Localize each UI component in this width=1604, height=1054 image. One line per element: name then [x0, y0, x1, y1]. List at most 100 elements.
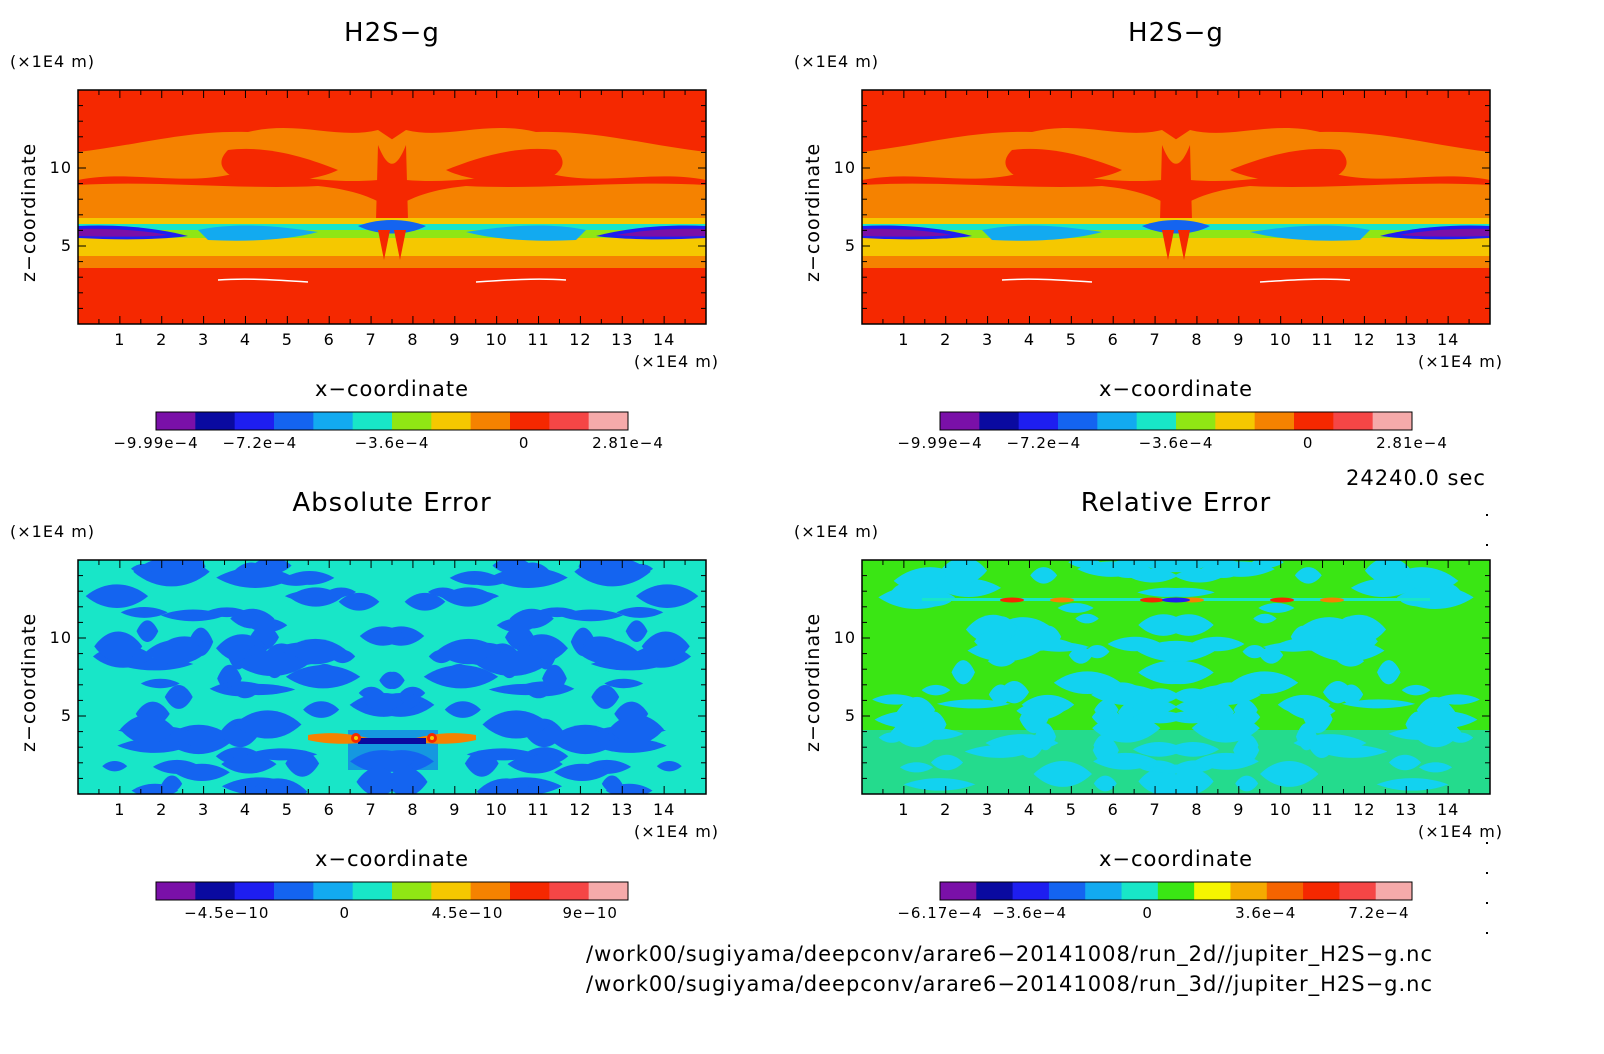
colorbar	[155, 411, 629, 431]
x-unit-label: (×1E4 m)	[1418, 352, 1504, 371]
colorbar-swatch	[234, 882, 275, 900]
x-tick-label: 14	[1436, 800, 1460, 819]
panel-title: H2S−g	[344, 18, 440, 48]
y-tick-label: 10	[833, 628, 856, 647]
colorbar-tick-label: −3.6e−4	[1138, 434, 1214, 452]
colorbar	[939, 411, 1413, 431]
y-unit-label: (×1E4 m)	[794, 52, 880, 71]
colorbar-swatch	[940, 882, 977, 900]
colorbar-swatch	[510, 412, 550, 430]
x-tick-label: 10	[1269, 800, 1292, 819]
colorbar-tick-label: −4.5e−10	[184, 904, 270, 922]
colorbar-swatch	[470, 412, 511, 430]
x-tick-label: 4	[1023, 330, 1036, 349]
colorbar-swatch	[1058, 412, 1098, 430]
x-tick-label: 2	[156, 330, 168, 349]
x-tick-label: 14	[652, 800, 676, 819]
panel-title: H2S−g	[1128, 18, 1224, 48]
x-tick-label: 4	[239, 330, 252, 349]
x-tick-label: 5	[281, 800, 293, 819]
x-tick-label: 3	[982, 330, 994, 349]
x-tick-label: 6	[323, 800, 335, 819]
colorbar-swatch	[940, 412, 980, 430]
colorbar-swatch	[1294, 412, 1334, 430]
x-tick-label: 7	[1149, 330, 1161, 349]
x-tick-label: 13	[1395, 800, 1418, 819]
colorbar-swatch	[431, 412, 472, 430]
x-tick-label: 6	[1107, 800, 1119, 819]
y-tick-label: 5	[60, 236, 72, 255]
x-tick-label: 4	[239, 800, 252, 819]
panel-title: Relative Error	[1080, 488, 1272, 518]
x-tick-label: 1	[898, 330, 910, 349]
x-tick-label: 7	[1149, 800, 1161, 819]
x-tick-label: 10	[485, 330, 508, 349]
x-tick-label: 6	[1107, 330, 1119, 349]
colorbar-swatch	[1266, 882, 1304, 900]
x-tick-label: 14	[1436, 330, 1460, 349]
file-path-2d: /work00/sugiyama/deepconv/arare6−2014100…	[586, 942, 1434, 966]
panel-title: Absolute Error	[292, 488, 492, 518]
x-axis-label: x−coordinate	[1098, 847, 1254, 871]
x-tick-label: 3	[198, 330, 210, 349]
colorbar-tick-label: −9.99e−4	[113, 434, 199, 452]
x-unit-label: (×1E4 m)	[634, 352, 720, 371]
x-tick-label: 8	[1191, 800, 1203, 819]
x-tick-label: 11	[1311, 800, 1334, 819]
colorbar-swatch	[352, 882, 393, 900]
colorbar-swatch	[1254, 412, 1295, 430]
colorbar-tick-label: 0	[518, 434, 530, 452]
colorbar-tick-label: 2.81e−4	[1376, 434, 1448, 452]
marker-dot	[1486, 932, 1488, 934]
x-tick-label: 12	[1353, 330, 1376, 349]
colorbar-swatch	[392, 412, 432, 430]
x-tick-label: 7	[365, 330, 377, 349]
colorbar-swatch	[1194, 882, 1231, 900]
colorbar-swatch	[392, 882, 432, 900]
x-tick-label: 11	[527, 330, 550, 349]
marker-dot	[1486, 842, 1488, 844]
x-tick-label: 11	[1311, 330, 1334, 349]
y-unit-label: (×1E4 m)	[10, 52, 96, 71]
colorbar-tick-label: 4.5e−10	[431, 904, 504, 922]
plot-panel: Relative Error (×1E4 m) (×1E4 m) x−coordina…	[784, 470, 1568, 940]
y-tick-label: 5	[60, 706, 72, 725]
colorbar-tick-label: 2.81e−4	[592, 434, 664, 452]
x-tick-label: 9	[449, 330, 461, 349]
x-tick-label: 4	[1023, 800, 1036, 819]
x-tick-label: 12	[1353, 800, 1376, 819]
marker-dot	[1486, 902, 1488, 904]
y-unit-label: (×1E4 m)	[10, 522, 96, 541]
plot-panel: H2S−g (×1E4 m) (×1E4 m) x−coordinate z−coord…	[0, 0, 784, 470]
x-tick-label: 5	[281, 330, 293, 349]
y-tick-label: 5	[844, 706, 856, 725]
x-axis-label: x−coordinate	[314, 847, 470, 871]
file-path-3d: /work00/sugiyama/deepconv/arare6−2014100…	[586, 972, 1434, 996]
x-tick-label: 8	[407, 800, 419, 819]
colorbar-swatch	[274, 412, 314, 430]
colorbar-swatch	[979, 412, 1020, 430]
x-tick-label: 12	[569, 800, 592, 819]
x-tick-label: 7	[365, 800, 377, 819]
colorbar-swatch	[1136, 412, 1177, 430]
x-tick-label: 10	[485, 800, 508, 819]
colorbar-tick-label: −7.2e−4	[1006, 434, 1082, 452]
y-tick-label: 10	[49, 628, 72, 647]
x-tick-label: 1	[114, 330, 126, 349]
x-tick-label: 8	[407, 330, 419, 349]
colorbar-tick-label: 7.2e−4	[1348, 904, 1410, 922]
colorbar-swatch	[1018, 412, 1059, 430]
colorbar-swatch	[1339, 882, 1377, 900]
x-tick-label: 11	[527, 800, 550, 819]
x-tick-label: 3	[982, 800, 994, 819]
colorbar-swatch	[234, 412, 275, 430]
colorbar-swatch	[313, 412, 354, 430]
colorbar-swatch	[510, 882, 550, 900]
plot-panel: Absolute Error (×1E4 m) (×1E4 m) x−coordina…	[0, 470, 784, 940]
colorbar-swatch	[156, 882, 196, 900]
colorbar-swatch	[1375, 882, 1413, 900]
x-unit-label: (×1E4 m)	[634, 822, 720, 841]
y-tick-label: 5	[844, 236, 856, 255]
y-unit-label: (×1E4 m)	[794, 522, 880, 541]
x-tick-label: 14	[652, 330, 676, 349]
